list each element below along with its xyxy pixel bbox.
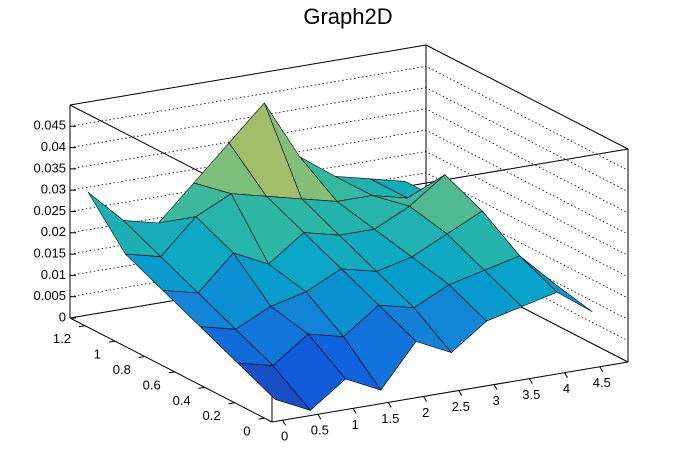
z-tick-label: 0.01 xyxy=(41,267,66,282)
z-tick-label: 0.015 xyxy=(33,246,66,261)
surface-cell xyxy=(236,362,312,412)
x-tick-label: 2 xyxy=(422,405,429,420)
grid-line xyxy=(69,129,629,235)
x-tick-mark xyxy=(599,366,604,373)
x-tick-label: 2.5 xyxy=(452,399,470,414)
z-tick-label: 0.02 xyxy=(41,224,66,239)
z-tick-label: 0.03 xyxy=(41,182,66,197)
y-tick-mark xyxy=(228,402,235,405)
x-tick-mark xyxy=(352,408,357,414)
y-tick-mark xyxy=(108,340,115,343)
y-tick-label: 1 xyxy=(94,347,101,362)
x-tick-label: 0.5 xyxy=(311,423,329,438)
x-tick-mark xyxy=(423,396,427,402)
y-tick-mark xyxy=(168,371,175,374)
x-tick-mark xyxy=(493,384,498,390)
x-tick-mark xyxy=(458,390,463,396)
x-tick-mark xyxy=(282,419,287,426)
x-tick-label: 3.5 xyxy=(522,387,540,402)
z-tick-label: 0.045 xyxy=(33,118,66,133)
z-tick-label: 0.035 xyxy=(33,160,66,175)
grid-line xyxy=(69,65,629,171)
chart-title: Graph2D xyxy=(303,4,392,29)
y-tick-mark xyxy=(198,386,205,389)
x-tick-label: 0 xyxy=(281,429,288,444)
y-tick-mark xyxy=(78,325,86,328)
frame-edge xyxy=(425,44,629,150)
y-tick-label: 0.4 xyxy=(173,393,191,408)
x-tick-label: 1 xyxy=(351,417,358,432)
y-tick-label: 0.6 xyxy=(143,377,161,392)
x-tick-label: 4 xyxy=(563,381,570,396)
x-tick-label: 4.5 xyxy=(593,375,611,390)
z-tick-label: 0.005 xyxy=(33,288,66,303)
y-axis xyxy=(69,317,273,423)
y-tick-mark xyxy=(138,356,145,359)
z-tick-label: 0.025 xyxy=(33,203,66,218)
y-tick-label: 0.2 xyxy=(203,408,221,423)
x-tick-mark xyxy=(528,378,533,384)
x-tick-mark xyxy=(564,372,568,378)
z-tick-label: 0.04 xyxy=(41,139,66,154)
x-tick-mark xyxy=(317,414,322,420)
y-tick-mark xyxy=(258,417,265,420)
grid-line xyxy=(69,108,629,214)
x-axis xyxy=(271,361,629,423)
y-tick-label: 0 xyxy=(243,424,250,439)
frame-edge xyxy=(69,44,427,106)
x-tick-mark xyxy=(387,402,392,408)
y-tick-label: 0.8 xyxy=(113,362,131,377)
grid-line xyxy=(69,87,629,192)
z-tick-label: 0 xyxy=(59,309,66,324)
x-tick-label: 3 xyxy=(492,393,499,408)
x-tick-label: 1.5 xyxy=(381,411,399,426)
y-tick-label: 1.2 xyxy=(53,331,71,346)
